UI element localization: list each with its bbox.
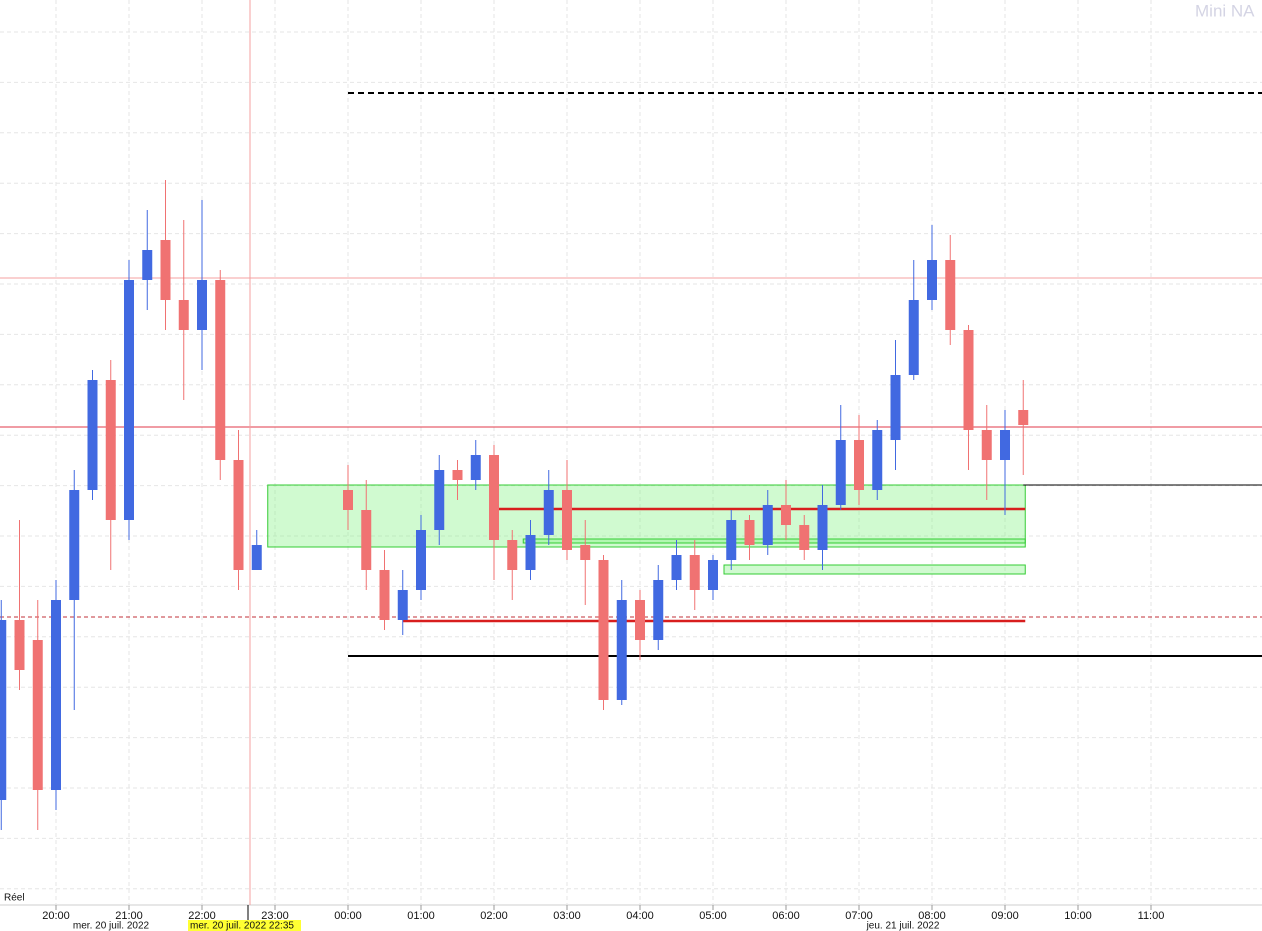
candle-body	[361, 510, 372, 570]
x-tick-label: 08:00	[918, 910, 946, 922]
x-tick-label: 22:00	[188, 910, 216, 922]
candle-body	[908, 300, 919, 375]
candle-body	[598, 560, 609, 700]
candle-body	[251, 545, 262, 570]
candle-body	[14, 620, 25, 670]
crosshair-label-bg	[188, 920, 301, 931]
candle-body	[452, 470, 463, 480]
candle-body	[507, 540, 518, 570]
candle-body	[69, 490, 80, 600]
candle-body	[927, 260, 937, 300]
x-tick-label: 09:00	[991, 910, 1019, 922]
candle-body	[1018, 410, 1029, 425]
candle-body	[379, 570, 390, 620]
candle-body	[744, 520, 755, 545]
x-tick-label: 11:00	[1138, 910, 1165, 922]
x-tick-label: 23:00	[261, 910, 289, 922]
candle-body	[0, 620, 7, 800]
levels	[0, 92, 1262, 657]
candle-body	[397, 590, 408, 620]
x-tick-label: 00:00	[334, 910, 362, 922]
candle-body	[233, 460, 244, 570]
x-tick-label: 05:00	[699, 910, 727, 922]
candle-body	[981, 430, 992, 460]
x-tick-label: 20:00	[42, 910, 70, 922]
x-tick-label: 03:00	[553, 910, 581, 922]
candle-body	[708, 560, 718, 590]
source-label: Réel	[4, 893, 25, 904]
zone	[267, 484, 1026, 548]
candle-body	[470, 455, 481, 480]
candle-body	[580, 545, 591, 560]
zone	[723, 564, 1026, 575]
candle-body	[635, 600, 645, 640]
candle-body	[835, 440, 846, 505]
candles	[0, 180, 1029, 830]
candle-body	[543, 490, 554, 535]
candle-body	[781, 505, 791, 525]
candle-body	[799, 525, 810, 550]
crosshair-label: mer. 20 juil. 2022 22:35	[190, 921, 294, 931]
candle-body	[562, 490, 572, 550]
x-tick-label: 04:00	[626, 910, 654, 922]
candle-body	[197, 280, 207, 330]
candle-body	[215, 280, 226, 460]
candle-body	[963, 330, 974, 430]
x-tick-label: 06:00	[772, 910, 800, 922]
candle-body	[616, 600, 627, 700]
x-tick-label: 10:00	[1064, 910, 1092, 922]
candle-body	[160, 240, 171, 300]
candle-body	[726, 520, 737, 560]
grid	[0, 0, 1262, 905]
candle-body	[1000, 430, 1010, 460]
x-tick-label: 01:00	[407, 910, 435, 922]
candle-body	[489, 455, 499, 540]
candle-body	[817, 505, 828, 550]
candle-body	[105, 380, 116, 520]
zone	[522, 538, 1026, 544]
date-label: jeu. 21 juil. 2022	[866, 921, 940, 931]
candle-body	[51, 600, 61, 790]
candle-body	[762, 505, 773, 545]
candle-body	[945, 260, 956, 330]
x-tick-label: 02:00	[480, 910, 508, 922]
candle-body	[178, 300, 189, 330]
candle-body	[525, 535, 536, 570]
candle-body	[124, 280, 134, 520]
x-tick-label: 21:00	[115, 910, 143, 922]
candle-body	[872, 430, 883, 490]
candle-body	[434, 470, 445, 530]
x-tick-label: 07:00	[845, 910, 873, 922]
candle-body	[32, 640, 43, 790]
candle-body	[653, 580, 664, 640]
candle-body	[671, 555, 682, 580]
date-label: mer. 20 juil. 2022	[73, 921, 150, 931]
candle-body	[854, 440, 864, 490]
instrument-name: Mini NA	[1195, 1, 1255, 20]
candle-body	[343, 490, 353, 510]
candle-body	[142, 250, 153, 280]
candle-body	[87, 380, 98, 490]
candle-body	[689, 555, 700, 590]
candle-body	[416, 530, 426, 590]
candle-body	[890, 375, 901, 440]
